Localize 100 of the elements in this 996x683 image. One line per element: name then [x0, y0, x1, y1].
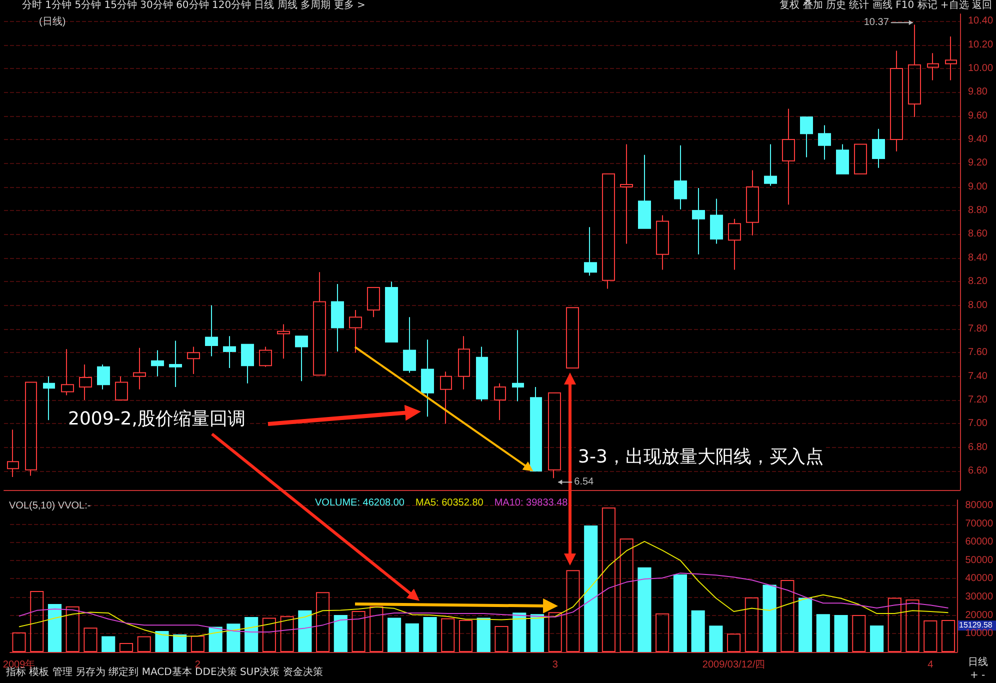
candlestick [746, 170, 759, 236]
candlestick [764, 144, 777, 186]
bar [709, 626, 723, 652]
candlestick [295, 336, 308, 382]
bar [602, 508, 616, 652]
y-tick-label: 7.20 [968, 394, 988, 406]
y-tick-label: 40000 [965, 573, 994, 584]
line-series [18, 572, 949, 633]
candlestick [331, 283, 344, 352]
text: 15129.58 [959, 620, 993, 630]
y-tick-label: 6.80 [968, 442, 988, 453]
y-tick-label: 7.00 [968, 418, 988, 430]
bar [441, 618, 455, 652]
y-tick-label: 10.00 [968, 62, 994, 74]
candlestick [205, 304, 218, 357]
bar [208, 626, 222, 652]
y-tick-label: 7.40 [968, 370, 988, 382]
bar [620, 538, 634, 652]
candlestick [908, 24, 921, 118]
candlestick [945, 36, 957, 81]
y-tick-label: 7.80 [968, 323, 988, 334]
bar [387, 618, 402, 652]
bar [119, 643, 134, 652]
candlestick [259, 346, 272, 368]
candlestick [7, 429, 19, 478]
text: 分时 1分钟 5分钟 15分钟 30分钟 60分钟 120分钟 日线 周线 多周期 更多 > [22, 0, 366, 12]
bar [888, 598, 902, 652]
bar [530, 614, 544, 652]
y-tick-label: 8.40 [968, 252, 988, 264]
y-tick-label: 20000 [965, 610, 994, 621]
candlestick [403, 316, 416, 374]
y-tick-label: 10.40 [968, 16, 994, 27]
bar [352, 610, 366, 652]
candlestick [548, 392, 561, 479]
y-tick-label: 7.60 [968, 347, 988, 358]
candlestick [530, 386, 542, 472]
bar [906, 599, 920, 652]
candlestick [494, 382, 506, 421]
candlestick [890, 50, 903, 152]
bar [458, 620, 473, 652]
candlestick [584, 226, 597, 276]
y-tick-label: 9.40 [968, 134, 988, 146]
candlestick [133, 347, 146, 390]
bar [226, 624, 240, 652]
bar [744, 597, 758, 652]
candlestick [25, 382, 37, 476]
y-tick-label: 8.60 [968, 228, 988, 240]
y-tick-label: 80000 [965, 500, 994, 511]
candlestick [277, 324, 290, 360]
candlestick [187, 346, 200, 374]
candlestick [710, 198, 723, 244]
bar [244, 617, 258, 652]
candlestick [512, 330, 524, 402]
y-tick-label: 8.00 [968, 300, 988, 311]
bar [334, 615, 348, 652]
annotation: 6.54 [574, 476, 594, 488]
bar [476, 618, 490, 652]
bar [870, 625, 884, 652]
y-tick-label: 8.80 [968, 205, 988, 216]
x-tick-label: 2009/03/12/四 [702, 660, 766, 670]
bar [762, 584, 776, 652]
bar [798, 598, 812, 652]
candlestick [421, 339, 434, 418]
candlestick [872, 128, 885, 168]
bar [727, 634, 741, 652]
bar [691, 610, 705, 652]
bar [262, 618, 276, 652]
text: 日线 [968, 657, 988, 669]
y-tick-label: 30000 [965, 592, 994, 603]
text: + - [970, 670, 986, 682]
candlestick [728, 218, 741, 270]
candlestick [638, 154, 651, 229]
y-tick-label: 6.60 [968, 466, 988, 477]
bar [780, 580, 794, 652]
candlestick [927, 52, 939, 81]
candlestick [458, 336, 470, 390]
bar [834, 615, 848, 652]
text: MA5: 60352.80 [415, 498, 484, 508]
y-tick-label: 10.20 [968, 39, 994, 50]
bar [48, 604, 62, 652]
candlestick [782, 108, 795, 206]
candlestick [313, 272, 326, 376]
y-tick-label: 50000 [965, 554, 994, 566]
y-tick-label: 8.20 [968, 276, 988, 288]
candlestick [800, 116, 813, 158]
bar [155, 630, 169, 652]
chart-title: VOL(5,10) VVOL:- [9, 500, 91, 512]
bar [584, 525, 598, 652]
candlestick [620, 144, 633, 244]
x-tick-label: 3 [552, 660, 558, 670]
bar [816, 614, 830, 652]
bar [566, 570, 580, 652]
candlestick [151, 350, 164, 377]
y-tick-label: 9.80 [968, 86, 988, 98]
bar [512, 612, 526, 652]
candlestick [674, 144, 687, 210]
candlestick [836, 144, 849, 174]
bar [494, 626, 508, 652]
bar [423, 617, 437, 652]
bar [280, 616, 294, 652]
